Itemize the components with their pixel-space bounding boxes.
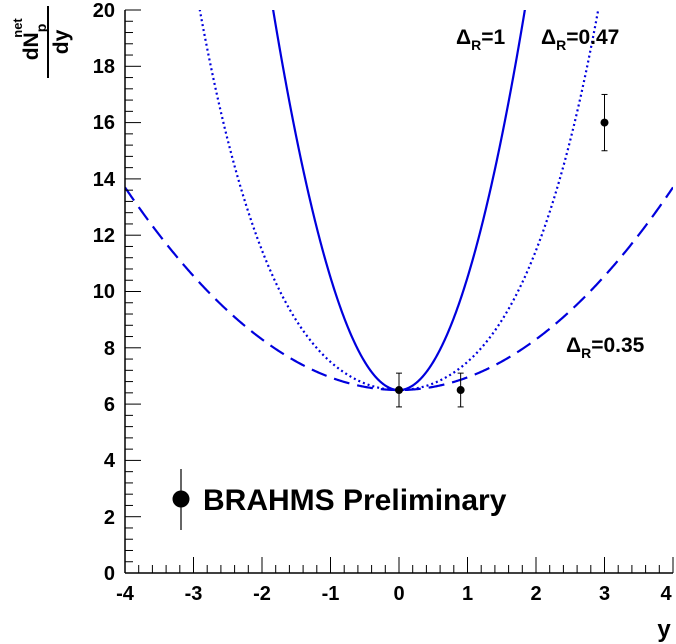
legend-label: BRAHMS Preliminary bbox=[203, 484, 507, 517]
y-tick-label: 18 bbox=[93, 56, 115, 78]
x-axis-label: y bbox=[657, 616, 671, 643]
y-tick-label: 4 bbox=[104, 450, 116, 472]
y-axis-label-numerator: dNp bbox=[20, 24, 49, 61]
x-tick-label: 0 bbox=[393, 583, 404, 605]
legend: BRAHMS Preliminary bbox=[172, 469, 507, 530]
y-tick-label: 20 bbox=[93, 0, 115, 22]
y-tick-labels: 0 2 4 6 8 10 12 14 16 18 20 bbox=[93, 0, 116, 585]
data-point bbox=[600, 118, 609, 127]
data-point bbox=[456, 386, 465, 395]
fit-curves bbox=[125, 10, 673, 392]
data-points bbox=[395, 93, 609, 408]
data-point bbox=[395, 386, 403, 395]
x-axis-ticks bbox=[124, 557, 674, 573]
y-tick-label: 8 bbox=[104, 338, 115, 360]
curve-delta-0.35 bbox=[125, 186, 673, 392]
x-tick-label: 1 bbox=[462, 583, 473, 605]
x-tick-label: -4 bbox=[116, 583, 135, 605]
y-tick-label: 10 bbox=[93, 281, 115, 303]
x-tick-label: 2 bbox=[530, 583, 541, 605]
legend-marker bbox=[172, 490, 190, 508]
x-tick-label: 3 bbox=[599, 583, 610, 605]
curve-delta-0.47 bbox=[198, 10, 600, 392]
curve-delta-1 bbox=[272, 10, 526, 392]
y-tick-label: 12 bbox=[93, 225, 115, 247]
y-axis-label-superscript: net bbox=[10, 18, 25, 38]
x-tick-labels: -4 -3 -2 -1 0 1 2 3 4 bbox=[116, 583, 672, 605]
x-tick-label: -1 bbox=[322, 583, 340, 605]
y-axis-label-denominator: dy bbox=[50, 29, 73, 54]
annotation-delta-1: ΔR=1 bbox=[456, 26, 505, 53]
y-axis-ticks bbox=[125, 9, 141, 574]
y-tick-label: 0 bbox=[104, 563, 115, 585]
y-tick-label: 2 bbox=[104, 507, 115, 529]
y-tick-label: 14 bbox=[93, 169, 116, 191]
y-tick-label: 6 bbox=[104, 394, 115, 416]
x-tick-label: -2 bbox=[253, 583, 271, 605]
annotation-delta-0.47: ΔR=0.47 bbox=[541, 26, 619, 53]
x-tick-label: -3 bbox=[185, 583, 203, 605]
y-tick-label: 16 bbox=[93, 112, 115, 134]
y-axis-label: dNp net dy bbox=[10, 6, 73, 78]
annotation-delta-0.35: ΔR=0.35 bbox=[566, 334, 645, 361]
x-tick-label: 4 bbox=[660, 583, 672, 605]
